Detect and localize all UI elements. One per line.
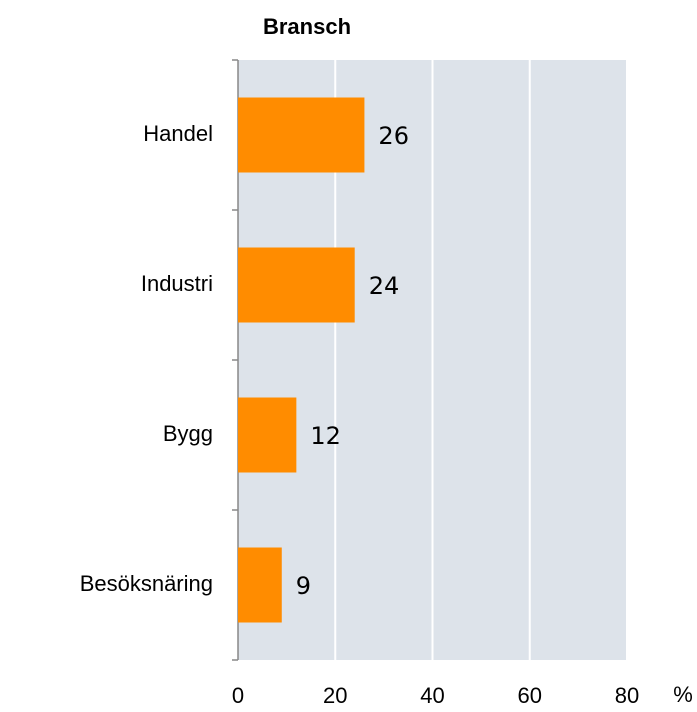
value-label: 9	[296, 572, 311, 600]
x-tick-label: 80	[615, 683, 639, 708]
bar	[238, 247, 355, 323]
bar	[238, 97, 365, 173]
bar	[238, 397, 297, 473]
category-ticks	[232, 59, 238, 661]
value-label: 12	[310, 422, 341, 450]
x-tick-label: 0	[232, 683, 244, 708]
y-tick-label: Besöksnäring	[80, 571, 213, 596]
y-tick-label: Bygg	[163, 421, 213, 446]
x-tick-label: 60	[518, 683, 542, 708]
value-label: 26	[378, 122, 409, 150]
bar	[238, 547, 282, 623]
x-tick-label: 40	[420, 683, 444, 708]
y-tick-label: Handel	[143, 121, 213, 146]
chart-title: Bransch	[263, 14, 351, 39]
x-axis-label: %	[673, 682, 693, 707]
y-tick-label: Industri	[141, 271, 213, 296]
value-label: 24	[369, 272, 400, 300]
x-tick-label: 20	[323, 683, 347, 708]
